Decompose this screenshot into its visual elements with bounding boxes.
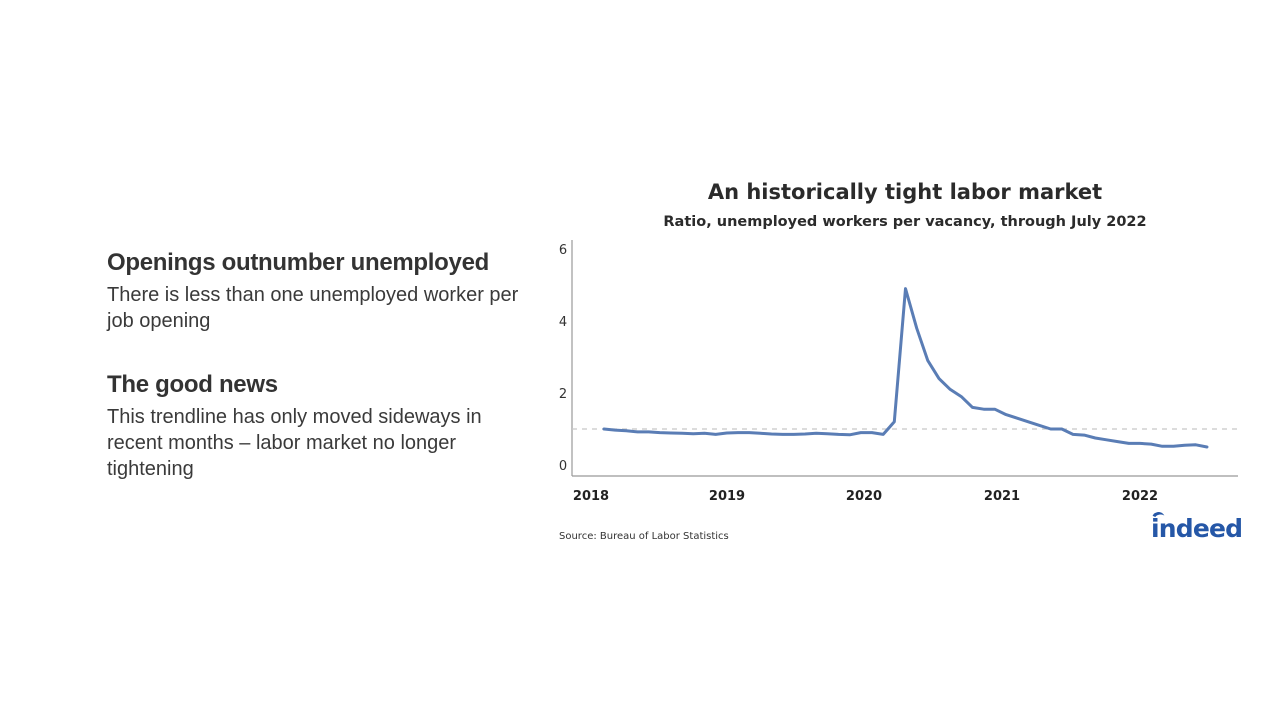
body-line: recent months – labor market no longer [107, 432, 457, 454]
left-text-panel: Openings outnumber unemployed There is l… [107, 248, 547, 518]
section-body: There is less than one unemployed worker… [107, 282, 547, 334]
x-tick-label: 2021 [984, 489, 1020, 504]
data-line [602, 287, 1209, 449]
section-body: This trendline has only moved sideways i… [107, 404, 547, 482]
chart-subtitle: Ratio, unemployed workers per vacancy, t… [663, 214, 1147, 230]
y-tick-label: 6 [559, 243, 567, 258]
section-heading: Openings outnumber unemployed [107, 249, 489, 276]
logo-text: indeed [1151, 514, 1243, 543]
body-line: There is less than one unemployed worker… [107, 284, 519, 306]
x-tick-label: 2018 [573, 489, 609, 504]
y-tick-label: 4 [559, 315, 567, 330]
section-openings: Openings outnumber unemployed There is l… [107, 248, 547, 334]
section-heading: The good news [107, 371, 278, 398]
body-line: This trendline has only moved sideways i… [107, 406, 482, 428]
y-tick-label: 0 [559, 459, 567, 474]
x-tick-label: 2019 [709, 489, 745, 504]
x-axis-ticks: 2018 2019 2020 2021 2022 [573, 489, 1158, 504]
y-axis-ticks: 0 2 4 6 [559, 243, 567, 474]
y-tick-label: 2 [559, 387, 567, 402]
x-tick-label: 2020 [846, 489, 882, 504]
source-note: Source: Bureau of Labor Statistics [559, 531, 729, 542]
body-line: tightening [107, 458, 194, 480]
body-line: job opening [107, 310, 211, 332]
x-tick-label: 2022 [1122, 489, 1158, 504]
chart-title: An historically tight labor market [707, 180, 1103, 204]
section-good-news: The good news This trendline has only mo… [107, 370, 547, 482]
indeed-logo: indeed [1150, 510, 1243, 543]
